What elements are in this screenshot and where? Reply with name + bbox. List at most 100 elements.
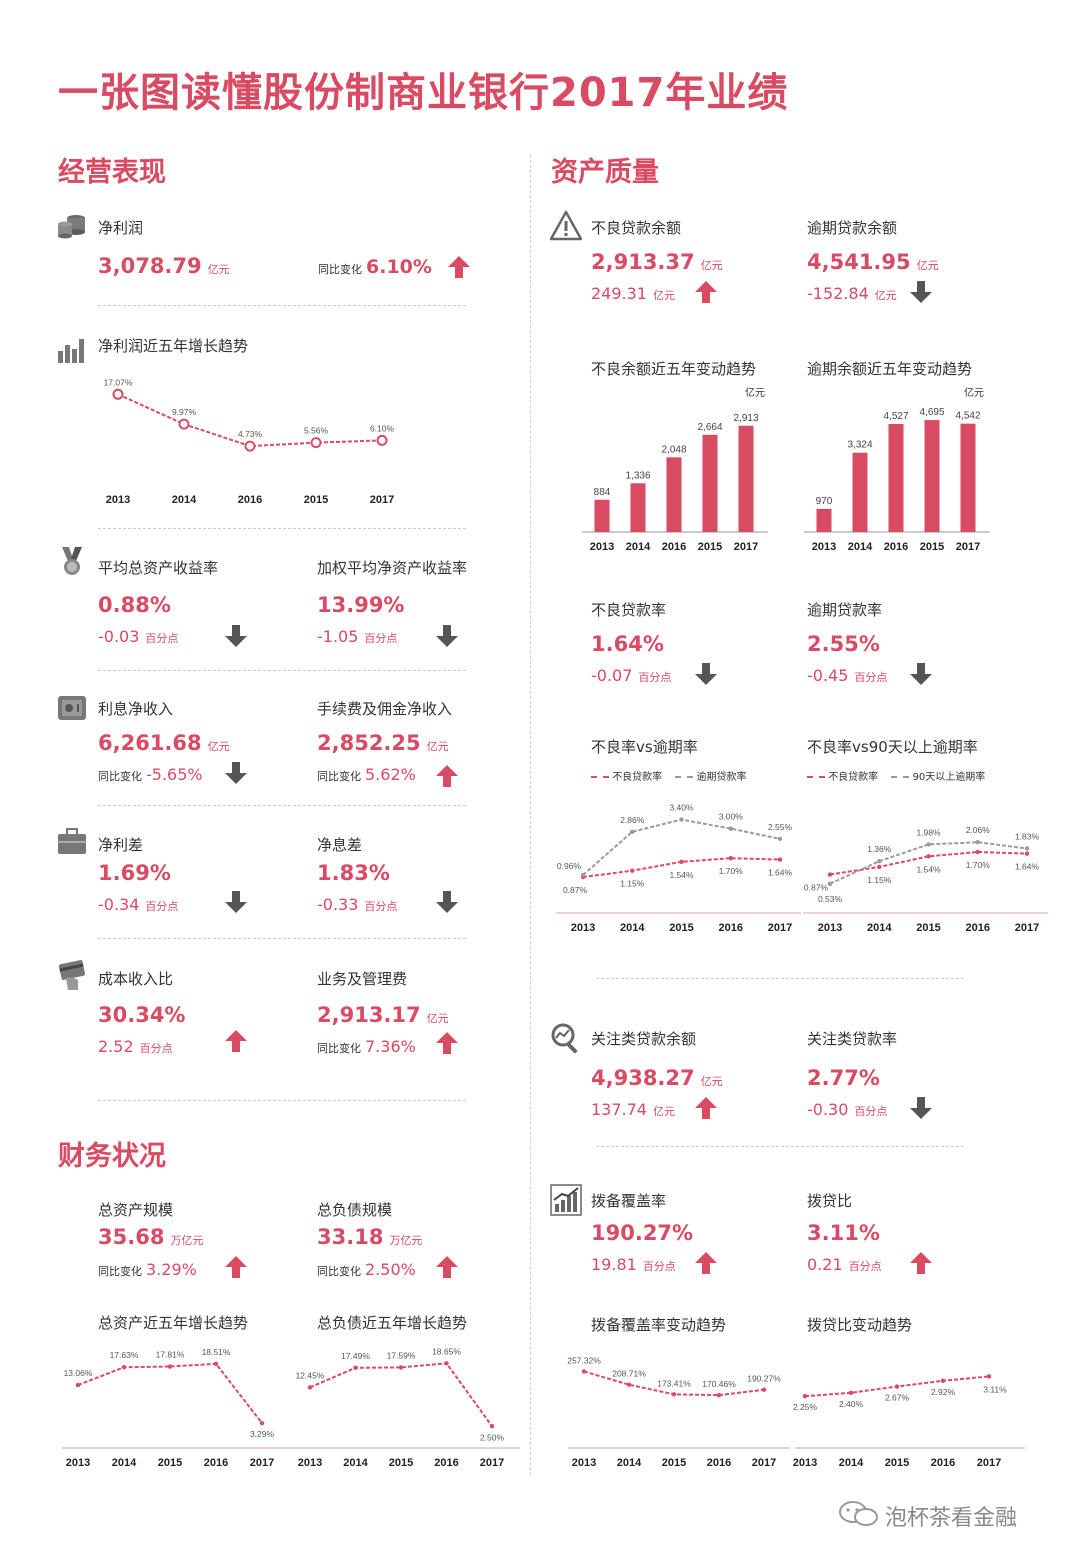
- x-tick-label: 2014: [172, 494, 197, 506]
- data-point: [310, 437, 322, 449]
- data-point: [940, 1378, 946, 1383]
- data-label: 1.36%: [867, 844, 892, 854]
- data-label: 1.64%: [1015, 862, 1040, 872]
- npl-value: 2,913.37 亿元: [591, 250, 723, 274]
- x-tick-label: 2013: [818, 922, 842, 934]
- data-point: [679, 859, 684, 865]
- coverage-trend-title: 拨备覆盖率变动趋势: [591, 1316, 727, 1334]
- section-operations-title: 经营表现: [58, 157, 166, 188]
- data-point: [259, 1420, 265, 1426]
- fee-label: 手续费及佣金净收入: [317, 700, 453, 718]
- x-tick-label: 2013: [590, 541, 614, 553]
- overdue-label: 逾期贷款余额: [807, 219, 898, 237]
- wechat-icon: [839, 1501, 878, 1526]
- overdue-bars-unit: 亿元: [964, 388, 984, 399]
- x-tick-label: 2017: [734, 541, 758, 553]
- npl-ratio-change: -0.07 百分点: [591, 666, 672, 685]
- total-liab-yoy: 同比变化 2.50%: [317, 1260, 416, 1279]
- data-label: 1.15%: [867, 875, 892, 885]
- divider: [596, 1146, 964, 1147]
- divider: [98, 938, 466, 939]
- npl-vs-overdue-chart: 0.87% 1.15% 1.54% 1.70% 1.64% 0.96% 2.86% 3.40%…: [556, 803, 801, 934]
- data-point: [926, 854, 931, 859]
- x-tick-label: 2017: [768, 922, 792, 934]
- coverage-change: 19.81 百分点: [591, 1255, 676, 1274]
- coins-icon: [58, 215, 85, 239]
- data-label: 2.40%: [839, 1399, 864, 1409]
- down-arrow-icon: [225, 891, 247, 913]
- data-label: 1.70%: [966, 860, 991, 870]
- spread-label: 净利差: [98, 836, 144, 854]
- roe-value: 13.99%: [317, 593, 405, 617]
- overdue-ratio-label: 逾期贷款率: [807, 601, 883, 619]
- nii-yoy: 同比变化 -5.65%: [98, 765, 203, 784]
- watermark: 泡杯茶看金融: [885, 1506, 1018, 1531]
- npl-bars-chart: 884 2013 1,336 2014 2,048 2016 2,664 2015 2,913 2…: [582, 413, 768, 553]
- opex-value: 2,913.17 亿元: [317, 1003, 449, 1027]
- x-tick-label: 2016: [662, 541, 686, 553]
- up-arrow-icon: [448, 256, 470, 278]
- npl-ratio-value: 1.64%: [591, 632, 664, 656]
- data-label: 3.11%: [983, 1384, 1007, 1394]
- divider: [98, 528, 466, 529]
- divider: [596, 978, 964, 979]
- bar: [888, 424, 904, 532]
- provision-change: 0.21 百分点: [807, 1255, 882, 1274]
- x-tick-label: 2017: [250, 1457, 274, 1469]
- x-tick-label: 2013: [66, 1457, 90, 1469]
- data-label: 1.54%: [916, 864, 941, 874]
- npl-bars-title: 不良余额近五年变动趋势: [591, 360, 757, 378]
- assets-trend-title: 总资产近五年增长趋势: [98, 1314, 249, 1332]
- x-tick-label: 2017: [1015, 922, 1039, 934]
- data-point: [777, 857, 783, 862]
- divider: [98, 805, 466, 806]
- data-point: [894, 1384, 900, 1389]
- data-label: 17.07%: [104, 377, 133, 387]
- data-label: 208.71%: [612, 1369, 646, 1379]
- npl-vs-overdue-title: 不良率vs逾期率: [591, 738, 698, 756]
- series-line: [77, 1362, 263, 1424]
- data-label: 2,664: [697, 422, 722, 433]
- special-value: 4,938.27 亿元: [591, 1066, 723, 1090]
- x-tick-label: 2014: [848, 541, 873, 553]
- bar: [630, 483, 646, 532]
- data-point: [353, 1365, 358, 1370]
- data-point: [848, 1390, 854, 1395]
- growth-chart-icon: [550, 1184, 582, 1216]
- data-label: 17.49%: [341, 1351, 370, 1361]
- data-label: 17.81%: [156, 1350, 185, 1360]
- fee-yoy: 同比变化 5.62%: [317, 765, 416, 784]
- total-liab-value: 33.18 万亿元: [317, 1225, 423, 1249]
- data-label: 1.83%: [1015, 831, 1040, 841]
- profit-trend-title: 净利润近五年增长趋势: [98, 337, 249, 355]
- section-finance-title: 财务状况: [58, 1141, 166, 1172]
- data-label: 2.25%: [793, 1402, 818, 1412]
- x-tick-label: 2014: [617, 1457, 642, 1469]
- data-label: 1.15%: [620, 879, 645, 889]
- roa-label: 平均总资产收益率: [98, 559, 219, 577]
- data-point: [376, 434, 388, 446]
- data-point: [975, 840, 980, 845]
- data-label: 2.50%: [480, 1432, 505, 1442]
- divider: [98, 305, 466, 306]
- up-arrow-icon: [436, 1256, 458, 1278]
- x-tick-label: 2017: [480, 1457, 504, 1469]
- x-tick-label: 2015: [158, 1457, 182, 1469]
- x-tick-label: 2013: [572, 1457, 596, 1469]
- profit-trend-chart: 17.07% 9.97% 4.73% 5.56% 6.10% 2013 2014 2016 20…: [104, 377, 395, 506]
- x-tick-label: 2014: [626, 541, 651, 553]
- magnifier-icon: [551, 1023, 578, 1054]
- data-point: [728, 826, 733, 831]
- up-arrow-icon: [436, 1032, 458, 1054]
- briefcase-icon: [58, 828, 86, 854]
- special-ratio-change: -0.30 百分点: [807, 1100, 888, 1119]
- series-line: [582, 818, 781, 876]
- data-label: 4,695: [919, 407, 944, 418]
- down-arrow-icon: [225, 625, 247, 647]
- x-tick-label: 2015: [885, 1457, 909, 1469]
- opex-yoy: 同比变化 7.36%: [317, 1037, 416, 1056]
- npl-vs-90-title: 不良率vs90天以上逾期率: [807, 738, 978, 756]
- bar: [666, 457, 682, 532]
- data-label: 2,913: [733, 413, 758, 424]
- up-arrow-icon: [695, 1097, 717, 1119]
